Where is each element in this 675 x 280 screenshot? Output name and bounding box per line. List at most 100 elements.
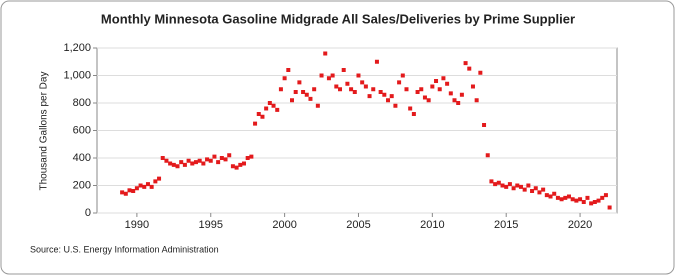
point — [131, 189, 136, 193]
point — [592, 200, 597, 204]
point — [415, 90, 420, 94]
point — [419, 87, 424, 92]
point — [345, 81, 350, 86]
point — [164, 158, 169, 163]
point — [223, 157, 228, 162]
point — [518, 184, 523, 189]
point — [607, 205, 612, 210]
point — [456, 101, 461, 105]
point — [522, 187, 527, 192]
point — [312, 87, 317, 92]
point — [360, 80, 365, 85]
point — [559, 197, 564, 202]
point — [160, 156, 165, 160]
y-tick-label: 1,000 — [63, 69, 91, 81]
x-tick-label: 1995 — [199, 219, 223, 231]
point — [264, 106, 269, 111]
point — [260, 114, 265, 119]
point — [507, 182, 512, 187]
point — [422, 95, 427, 100]
point — [530, 189, 535, 193]
point — [201, 161, 206, 166]
point — [234, 165, 239, 170]
point — [330, 73, 335, 78]
point — [448, 91, 453, 96]
x-tick-label: 2005 — [346, 219, 370, 231]
point — [430, 84, 435, 89]
point — [482, 123, 487, 127]
point — [193, 160, 198, 165]
point — [253, 121, 258, 126]
point — [175, 164, 180, 169]
point — [386, 98, 391, 103]
point — [205, 157, 210, 162]
point — [186, 158, 191, 163]
point — [578, 197, 583, 202]
point — [441, 76, 446, 81]
point — [349, 87, 354, 92]
point — [249, 154, 254, 159]
point — [552, 191, 557, 196]
point — [315, 103, 320, 108]
point — [278, 87, 283, 92]
point — [537, 190, 542, 195]
point — [496, 180, 501, 185]
point — [367, 94, 372, 99]
point — [566, 194, 571, 199]
point — [533, 186, 538, 191]
point — [463, 61, 468, 66]
point — [123, 191, 128, 196]
point — [341, 68, 346, 72]
point — [426, 98, 431, 103]
point — [145, 182, 150, 187]
point — [581, 200, 586, 204]
point — [319, 73, 324, 78]
point — [197, 158, 202, 163]
point — [404, 87, 409, 92]
point — [408, 106, 413, 111]
point — [400, 73, 405, 78]
point — [149, 184, 154, 189]
point — [326, 76, 331, 81]
point — [190, 161, 195, 166]
point — [230, 164, 235, 169]
point — [282, 76, 287, 81]
point — [120, 190, 125, 195]
point — [493, 182, 498, 187]
point — [378, 90, 383, 94]
y-tick-label: 1,200 — [63, 42, 91, 54]
point — [219, 156, 224, 160]
point — [138, 183, 143, 188]
point — [397, 80, 402, 85]
point — [168, 161, 173, 166]
point — [544, 193, 549, 198]
point — [515, 183, 520, 188]
source: Source: U.S. Energy Information Administ… — [30, 244, 219, 254]
point — [555, 195, 560, 200]
point — [563, 195, 568, 200]
point — [393, 103, 398, 108]
point — [374, 59, 379, 64]
point — [478, 70, 483, 75]
point — [445, 81, 450, 86]
point — [548, 194, 553, 199]
point — [489, 179, 494, 184]
point — [363, 84, 368, 89]
point — [212, 154, 217, 159]
point — [127, 188, 132, 193]
point — [304, 92, 309, 97]
point — [153, 179, 158, 184]
point — [301, 90, 306, 94]
point — [241, 161, 246, 166]
point — [352, 90, 357, 94]
point — [389, 94, 394, 99]
point — [171, 162, 176, 167]
y-tick-label: 0 — [85, 207, 91, 219]
point — [589, 201, 594, 206]
point — [526, 183, 531, 188]
y-tick-label: 200 — [73, 179, 91, 191]
point — [338, 87, 343, 92]
point — [511, 186, 516, 191]
